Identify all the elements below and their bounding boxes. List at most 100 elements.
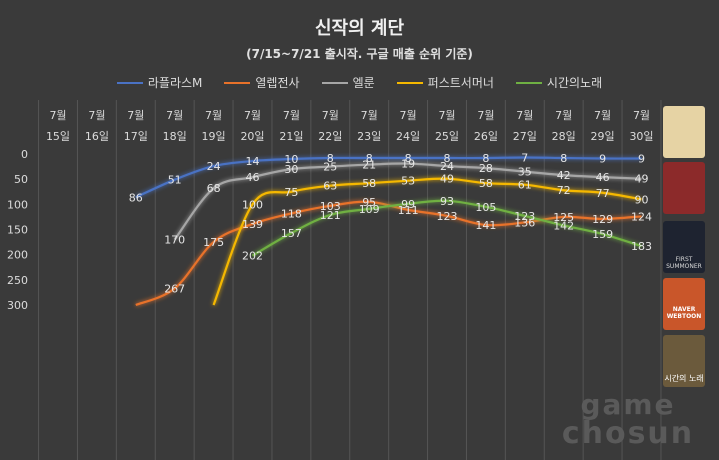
x-tick-month: 7월 (516, 109, 533, 122)
data-label: 30 (284, 163, 298, 176)
x-tick-month: 7월 (244, 109, 261, 122)
data-label: 21 (362, 159, 376, 172)
data-label: 8 (560, 152, 567, 165)
x-tick-day: 15일 (46, 129, 70, 143)
x-tick-day: 22일 (318, 129, 342, 143)
y-tick-label: 300 (7, 299, 28, 312)
data-label: 123 (437, 210, 458, 223)
data-label: 103 (320, 200, 341, 213)
data-label: 53 (401, 175, 415, 188)
watermark-game: game (580, 388, 676, 421)
data-label: 9 (599, 153, 606, 166)
data-label: 24 (207, 160, 221, 173)
data-label: 123 (514, 210, 535, 223)
series-line-song-of-time (251, 199, 642, 257)
data-label: 175 (203, 236, 224, 249)
series-line-first-summoner (212, 177, 642, 306)
data-label: 159 (592, 228, 613, 241)
thumbnail-caption-song: 시간의 노래 (664, 374, 704, 383)
data-label: 170 (164, 234, 185, 247)
data-label: 28 (479, 162, 493, 175)
x-tick-month: 7월 (633, 109, 650, 122)
legend-swatch-elune (321, 81, 348, 84)
x-tick-day: 23일 (357, 129, 381, 143)
thumbnail-caption-webtoon: NAVER WEBTOON (666, 306, 702, 320)
data-label: 109 (359, 203, 380, 216)
data-label: 129 (592, 213, 613, 226)
x-tick-day: 30일 (629, 129, 653, 143)
x-axis: 7월 15일 7월 16일 7월 17일 7월 18일 7월 19일 7월 20일 7월 21일 7월 22일… (46, 109, 654, 143)
x-tick-month: 7월 (88, 109, 105, 122)
legend-label-yeolrep: 열렙전사 (255, 76, 300, 90)
data-label: 35 (518, 166, 532, 179)
thumbnail-first-summoner: NAVER WEBTOON (663, 278, 705, 330)
legend-label-first-summoner: 퍼스트서머너 (427, 76, 494, 90)
x-tick-month: 7월 (594, 109, 611, 122)
legend-item-yeolrep: 열렙전사 (224, 74, 300, 91)
data-label: 99 (401, 198, 415, 211)
x-tick-month: 7월 (205, 109, 222, 122)
legend-item-song-of-time: 시간의노래 (515, 74, 602, 91)
legend-swatch-yeolrep (224, 81, 251, 84)
data-label: 183 (631, 240, 652, 253)
data-label: 105 (475, 201, 496, 214)
data-label: 61 (518, 179, 532, 192)
data-label: 157 (281, 227, 302, 240)
data-label: 8 (366, 152, 373, 165)
data-label: 121 (320, 209, 341, 222)
chart-title: 신작의 계단 (314, 18, 405, 39)
legend-label-laplace: 라플라스M (147, 76, 203, 90)
y-tick-label: 50 (14, 173, 28, 186)
chart-subtitle: (7/15~7/21 출시작. 구글 매출 순위 기준) (246, 47, 473, 61)
series-line-laplace (135, 156, 642, 199)
data-label: 86 (129, 191, 143, 204)
data-label: 49 (635, 173, 649, 186)
data-label: 124 (631, 210, 652, 223)
data-label: 77 (596, 187, 610, 200)
x-tick-day: 19일 (202, 129, 226, 143)
data-label: 51 (168, 174, 182, 187)
x-tick-day: 16일 (85, 129, 109, 143)
data-label: 14 (246, 155, 260, 168)
data-label: 8 (482, 152, 489, 165)
data-label: 9 (638, 153, 645, 166)
y-tick-label: 100 (7, 198, 28, 211)
series-line-elune (173, 162, 642, 241)
x-tick-day: 18일 (163, 129, 187, 143)
data-label: 42 (557, 169, 571, 182)
data-label: 10 (284, 153, 298, 166)
data-label: 100 (242, 198, 263, 211)
data-label: 46 (246, 171, 260, 184)
grid-lines (38, 100, 662, 460)
watermark-chosun: chosun (561, 416, 695, 451)
data-label: 58 (479, 177, 493, 190)
data-label: 111 (398, 204, 419, 217)
data-label: 8 (405, 152, 412, 165)
y-tick-label: 0 (21, 148, 28, 161)
data-label: 19 (401, 158, 415, 171)
thumbnail-yeolrep (663, 162, 705, 214)
x-tick-month: 7월 (477, 109, 494, 122)
data-label: 118 (281, 207, 302, 220)
x-tick-day: 27일 (513, 129, 537, 143)
data-label: 125 (553, 211, 574, 224)
legend-swatch-laplace (116, 81, 143, 84)
x-tick-day: 29일 (591, 129, 615, 143)
data-label: 8 (327, 152, 334, 165)
y-tick-label: 150 (7, 224, 28, 237)
data-label: 72 (557, 184, 571, 197)
thumbnail-caption-elune: FIRST SUMMONER (666, 256, 702, 270)
legend-item-first-summoner: 퍼스트서머너 (396, 74, 494, 91)
data-label: 75 (284, 186, 298, 199)
x-tick-day: 28일 (552, 129, 576, 143)
x-tick-day: 20일 (240, 129, 264, 143)
x-tick-day: 25일 (435, 129, 459, 143)
x-tick-month: 7월 (400, 109, 417, 122)
series-lines (135, 156, 642, 307)
y-tick-label: 200 (7, 249, 28, 262)
x-tick-day: 21일 (279, 129, 303, 143)
legend-swatch-first-summoner (396, 81, 423, 84)
x-tick-month: 7월 (322, 109, 339, 122)
data-label: 68 (207, 182, 221, 195)
